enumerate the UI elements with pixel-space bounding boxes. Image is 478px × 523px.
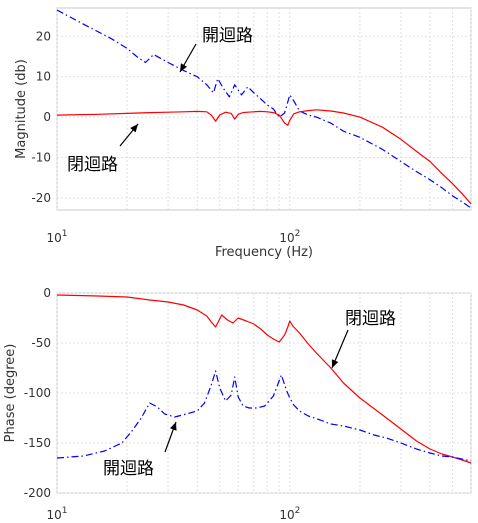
magnitude-grid	[56, 8, 472, 210]
magnitude-series	[56, 9, 472, 209]
x-tick-exponent: 1	[62, 506, 68, 516]
phase-y-axis-label: Phase (degree)	[3, 344, 18, 443]
y-tick-label: 20	[36, 29, 51, 43]
x-tick-label: 102	[279, 506, 300, 522]
annotation-arrow-head	[180, 63, 187, 72]
open-loop-series-line	[56, 370, 472, 462]
x-tick-label: 101	[46, 506, 67, 522]
magnitude-x-axis-label: Frequency (Hz)	[215, 245, 313, 260]
closed-loop-series-line	[56, 294, 472, 464]
x-tick-exponent: 2	[295, 506, 301, 516]
magnitude-y-axis-label: Magnitude (db)	[14, 59, 29, 159]
x-tick-exponent: 2	[295, 229, 301, 239]
y-tick-label: -100	[24, 386, 51, 400]
x-tick-label: 102	[279, 229, 300, 245]
annotation-arrow-head	[331, 359, 339, 368]
x-tick-base: 10	[46, 508, 61, 522]
x-tick-label: 101	[46, 229, 67, 245]
y-tick-label: 0	[43, 110, 51, 124]
open-loop-series-line	[56, 9, 472, 209]
y-tick-label: -10	[31, 150, 51, 164]
annotation-arrow-head	[170, 422, 177, 431]
annotation-label: 閉迴路	[345, 309, 396, 329]
y-tick-label: -50	[31, 336, 51, 350]
y-tick-label: 10	[36, 70, 51, 84]
x-tick-base: 10	[279, 508, 294, 522]
annotation-arrow-head	[130, 124, 138, 133]
phase-series	[56, 294, 472, 464]
x-tick-base: 10	[279, 231, 294, 245]
annotation-label: 開迴路	[202, 26, 253, 46]
y-tick-label: -150	[24, 436, 51, 450]
annotation-label: 閉迴路	[67, 155, 118, 175]
closed-loop-series-line	[56, 109, 472, 205]
y-tick-label: 0	[43, 286, 51, 300]
annotation-label: 開迴路	[103, 459, 154, 479]
x-tick-exponent: 1	[62, 229, 68, 239]
x-tick-base: 10	[46, 231, 61, 245]
magnitude-axes-frame	[56, 7, 472, 211]
y-tick-label: -200	[24, 486, 51, 500]
y-tick-label: -20	[31, 191, 51, 205]
